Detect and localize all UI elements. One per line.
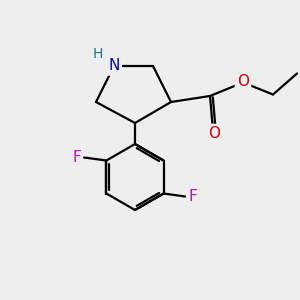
Text: N: N [108,58,120,74]
Text: O: O [237,74,249,88]
Text: F: F [188,189,197,204]
Text: F: F [72,150,81,165]
Text: H: H [92,47,103,61]
Text: O: O [208,126,220,141]
